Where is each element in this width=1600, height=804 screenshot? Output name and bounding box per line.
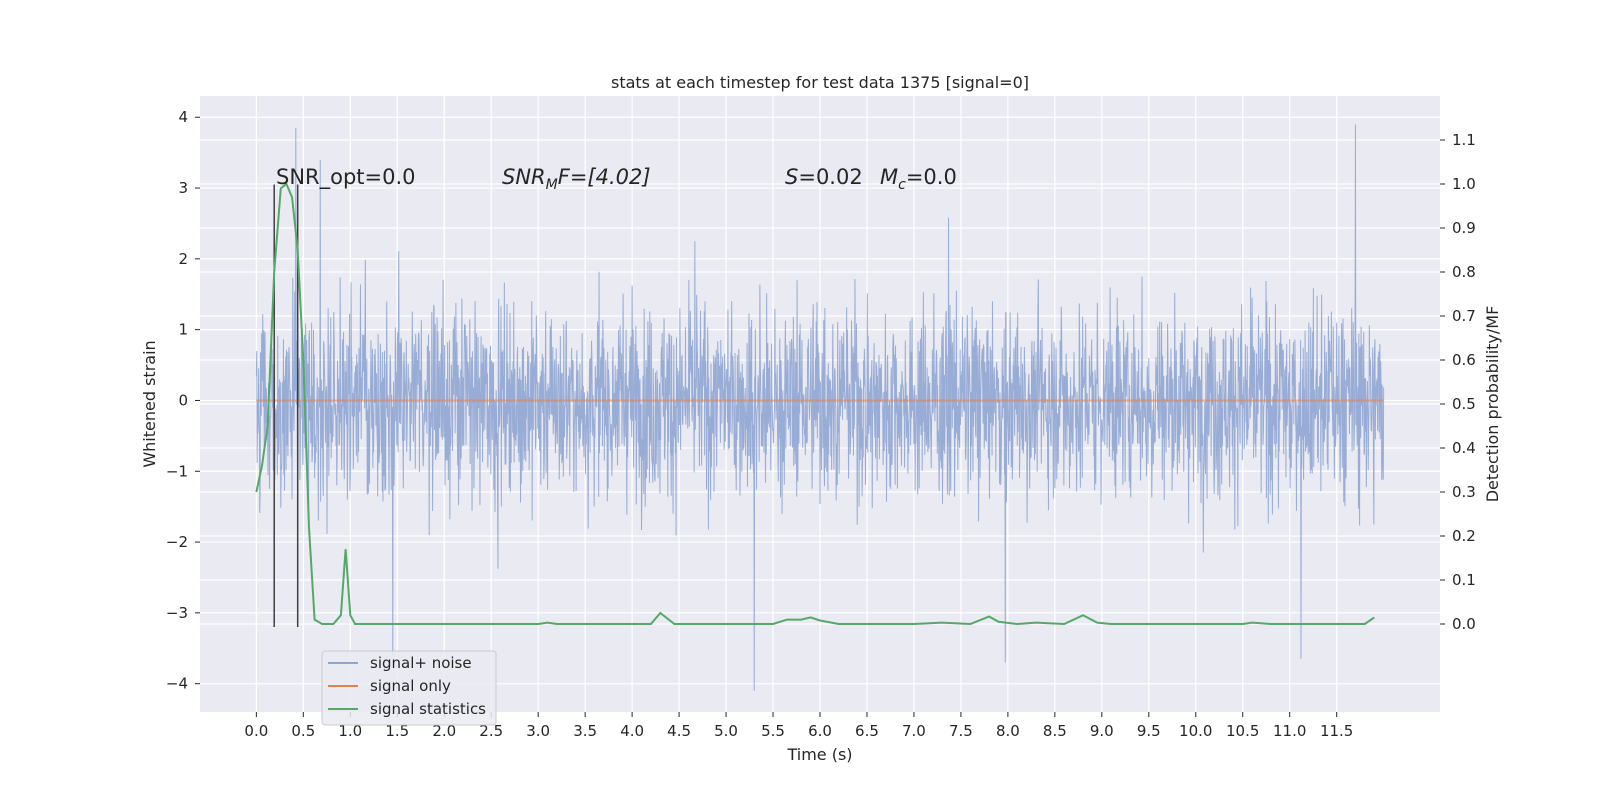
x-tick-label: 4.5: [667, 722, 691, 740]
y-right-tick-label: 0.4: [1452, 439, 1476, 457]
x-tick-label: 1.0: [338, 722, 362, 740]
x-tick-label: 1.5: [385, 722, 409, 740]
annotation-snr-mf: SNRMF=[4.02]: [502, 165, 651, 193]
y-right-axis-label: Detection probability/MF: [1483, 306, 1502, 503]
x-tick-label: 0.0: [244, 722, 268, 740]
legend-label-signal-noise: signal+ noise: [370, 654, 472, 672]
x-tick-label: 6.0: [808, 722, 832, 740]
x-tick-label: 2.0: [432, 722, 456, 740]
y-left-tick-label: 1: [178, 321, 188, 339]
y-right-tick-label: 0.3: [1452, 483, 1476, 501]
y-right-tick-label: 0.1: [1452, 571, 1476, 589]
x-tick-label: 5.5: [761, 722, 785, 740]
x-tick-label: 4.0: [620, 722, 644, 740]
y-right-tick-label: 0.6: [1452, 351, 1476, 369]
annotation-snr-mf-rest: F=[4.02]: [558, 165, 651, 189]
y-right-tick-label: 0.7: [1452, 307, 1476, 325]
x-tick-label: 2.5: [479, 722, 503, 740]
y-left-tick-label: −3: [166, 604, 188, 622]
signal-statistics-series: [255, 182, 1375, 626]
signal-noise-series: [255, 124, 1385, 691]
annotation-mc-rest: =0.0: [906, 165, 957, 189]
x-tick-label: 7.5: [949, 722, 973, 740]
legend: signal+ noise signal only signal statist…: [321, 650, 497, 726]
x-tick-label: 10.5: [1226, 722, 1259, 740]
chart-title: stats at each timestep for test data 137…: [611, 73, 1029, 92]
y-right-tick-label: 0.5: [1452, 395, 1476, 413]
annotation-s-rest: =0.02: [798, 165, 862, 189]
x-tick-label: 5.0: [714, 722, 738, 740]
y-left-tick-label: 2: [178, 250, 188, 268]
y-left-tick-label: 3: [178, 179, 188, 197]
annotation-snr-opt: SNR_opt=0.0: [276, 165, 416, 190]
x-tick-label: 8.0: [996, 722, 1020, 740]
y-right-tick-label: 1.0: [1452, 175, 1476, 193]
x-axis-ticks: 0.0 0.5 1.0 1.5 2.0 2.5 3.0 3.5 4.0 4.5 5.0 5.5 6.0 6…: [244, 712, 1353, 740]
signal-statistics-line: [255, 182, 1375, 626]
x-tick-label: 9.5: [1137, 722, 1161, 740]
annotation-snr-mf-sub: M: [546, 177, 558, 193]
x-tick-label: 11.0: [1273, 722, 1306, 740]
y-left-tick-label: −4: [166, 675, 188, 693]
annotation-mc: Mc=0.0: [880, 165, 957, 193]
y-left-tick-label: −2: [166, 533, 188, 551]
y-left-axis-label: Whitened strain: [140, 340, 159, 467]
x-tick-label: 11.5: [1320, 722, 1353, 740]
x-tick-label: 0.5: [291, 722, 315, 740]
y-right-tick-label: 0.9: [1452, 219, 1476, 237]
y-right-tick-label: 0.8: [1452, 263, 1476, 281]
annotation-mc-main: M: [880, 165, 898, 189]
legend-label-signal-statistics: signal statistics: [370, 700, 486, 718]
y-left-tick-label: 0: [178, 391, 188, 409]
legend-box: [321, 650, 497, 726]
annotation-s: S=0.02: [785, 165, 863, 189]
x-tick-label: 7.0: [902, 722, 926, 740]
annotation-s-main: S: [785, 165, 798, 189]
y-left-tick-label: 4: [178, 108, 188, 126]
x-tick-label: 9.0: [1090, 722, 1114, 740]
x-tick-label: 3.0: [526, 722, 550, 740]
x-tick-label: 10.0: [1179, 722, 1212, 740]
y-left-tick-label: −1: [166, 462, 188, 480]
x-tick-label: 6.5: [855, 722, 879, 740]
y-right-tick-label: 0.0: [1452, 615, 1476, 633]
y-right-axis-ticks: 0.0 0.1 0.2 0.3 0.4 0.5 0.6 0.7 0.8 0.9 1.0 1.1: [1440, 131, 1476, 633]
y-left-axis-ticks: −4 −3 −2 −1 0 1 2 3 4: [166, 108, 200, 693]
y-right-tick-label: 0.2: [1452, 527, 1476, 545]
x-tick-label: 8.5: [1043, 722, 1067, 740]
annotation-mc-sub: c: [898, 177, 906, 193]
signal-noise-line: [255, 124, 1385, 691]
y-right-tick-label: 1.1: [1452, 131, 1476, 149]
legend-label-signal-only: signal only: [370, 677, 451, 695]
annotation-snr-mf-main: SNR: [502, 165, 546, 189]
x-tick-label: 3.5: [573, 722, 597, 740]
x-axis-label: Time (s): [786, 745, 852, 764]
